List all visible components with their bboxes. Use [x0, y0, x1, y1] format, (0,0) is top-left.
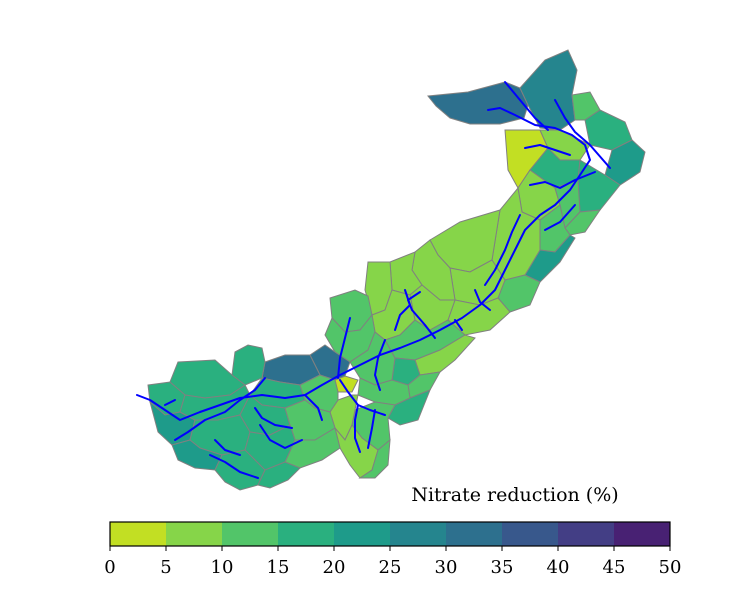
colorbar-bin — [278, 522, 335, 546]
colorbar-bin — [334, 522, 391, 546]
river-tributary — [529, 171, 596, 189]
river-network — [136, 81, 611, 479]
subbasin — [519, 49, 578, 131]
river-tributary — [484, 214, 521, 286]
river-main-stem — [136, 107, 591, 421]
colorbar-bin — [166, 522, 223, 546]
river-tributary — [544, 204, 576, 231]
legend-title: Nitrate reduction (%) — [411, 484, 619, 506]
colorbar-tick-label: 25 — [379, 557, 402, 578]
colorbar-tick-label: 40 — [547, 557, 570, 578]
colorbar-bin — [502, 522, 559, 546]
colorbar: 0 5 10 15 20 25 30 35 40 45 50 — [104, 521, 682, 578]
river-tributary — [504, 81, 549, 131]
river-tributary — [254, 407, 293, 429]
colorbar-bin — [446, 522, 503, 546]
river-tributary — [164, 399, 176, 406]
river-tributary — [407, 291, 436, 339]
colorbar-bin — [110, 522, 167, 546]
river-tributary — [304, 394, 323, 421]
colorbar-bin — [222, 522, 279, 546]
colorbar-tick-label: 20 — [323, 557, 346, 578]
colorbar-bin — [390, 522, 447, 546]
colorbar-tick-label: 5 — [160, 557, 171, 578]
river-tributary — [174, 377, 266, 441]
colorbar-tick-label: 50 — [659, 557, 682, 578]
colorbar-tick-label: 45 — [603, 557, 626, 578]
river-tributary — [214, 439, 241, 456]
river-tributary — [209, 454, 259, 479]
catchment-map — [147, 49, 646, 491]
colorbar-tick-label: 30 — [435, 557, 458, 578]
colorbar-tick-label: 10 — [211, 557, 234, 578]
river-tributary — [337, 317, 351, 379]
colorbar-bin — [558, 522, 615, 546]
colorbar-tick-label: 35 — [491, 557, 514, 578]
river-tributary — [524, 144, 571, 156]
river-tributary — [367, 409, 376, 449]
river-tributary — [554, 99, 611, 169]
subbasin — [358, 438, 391, 479]
river-tributary — [474, 289, 491, 311]
subbasin — [257, 461, 301, 489]
colorbar-tick-label: 0 — [104, 557, 115, 578]
subbasin — [427, 81, 529, 125]
colorbar-tick-label: 15 — [267, 557, 290, 578]
colorbar-bin — [614, 522, 671, 546]
river-tributary — [374, 339, 386, 391]
river-tributary — [454, 319, 463, 331]
river-tributary — [354, 404, 361, 453]
river-tributary — [394, 289, 411, 331]
river-tributary — [259, 424, 303, 449]
